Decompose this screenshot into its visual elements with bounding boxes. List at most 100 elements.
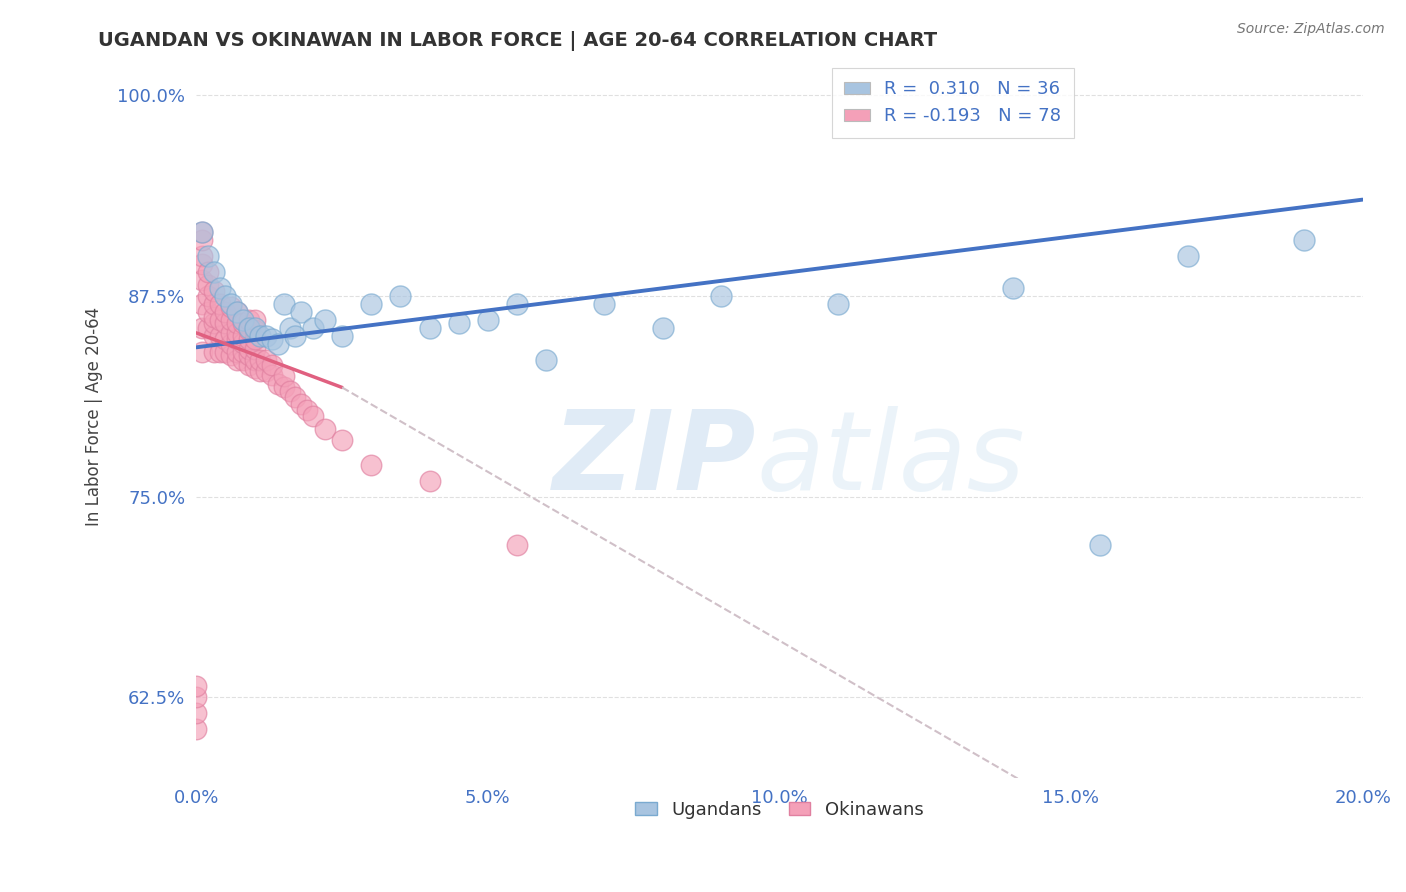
Point	[202, 310, 225, 324]
Point	[284, 329, 307, 343]
Point	[232, 335, 254, 350]
Point	[330, 434, 353, 448]
Text: UGANDAN VS OKINAWAN IN LABOR FORCE | AGE 20-64 CORRELATION CHART: UGANDAN VS OKINAWAN IN LABOR FORCE | AGE…	[98, 31, 938, 51]
Point	[226, 332, 249, 346]
Point	[278, 384, 301, 398]
Point	[243, 342, 266, 356]
Point	[214, 345, 236, 359]
Point	[1001, 281, 1024, 295]
Point	[197, 321, 219, 335]
Point	[226, 305, 249, 319]
Point	[710, 289, 733, 303]
Point	[1088, 538, 1111, 552]
Point	[273, 297, 295, 311]
Point	[208, 329, 231, 343]
Point	[273, 369, 295, 384]
Point	[191, 225, 214, 239]
Point	[330, 329, 353, 343]
Point	[214, 332, 236, 346]
Point	[238, 323, 260, 337]
Point	[267, 377, 290, 392]
Point	[243, 313, 266, 327]
Point	[232, 313, 254, 327]
Point	[827, 297, 849, 311]
Point	[226, 353, 249, 368]
Point	[314, 313, 336, 327]
Legend: Ugandans, Okinawans: Ugandans, Okinawans	[628, 794, 931, 826]
Point	[262, 368, 284, 382]
Point	[254, 329, 277, 343]
Point	[447, 316, 470, 330]
Point	[534, 353, 557, 368]
Point	[243, 353, 266, 368]
Point	[221, 337, 243, 351]
Point	[197, 265, 219, 279]
Point	[238, 348, 260, 362]
Point	[221, 326, 243, 340]
Point	[302, 409, 325, 424]
Point	[197, 289, 219, 303]
Point	[273, 380, 295, 394]
Point	[295, 403, 318, 417]
Point	[1177, 249, 1199, 263]
Point	[191, 233, 214, 247]
Point	[202, 329, 225, 343]
Point	[267, 337, 290, 351]
Point	[197, 249, 219, 263]
Point	[506, 538, 529, 552]
Point	[191, 297, 214, 311]
Point	[243, 321, 266, 335]
Point	[186, 690, 208, 705]
Point	[419, 474, 441, 488]
Point	[232, 353, 254, 368]
Text: atlas: atlas	[756, 406, 1025, 513]
Point	[202, 284, 225, 298]
Point	[186, 679, 208, 693]
Point	[208, 345, 231, 359]
Text: ZIP: ZIP	[553, 406, 756, 513]
Point	[202, 316, 225, 330]
Point	[191, 225, 214, 239]
Point	[214, 316, 236, 330]
Point	[389, 289, 412, 303]
Point	[506, 297, 529, 311]
Y-axis label: In Labor Force | Age 20-64: In Labor Force | Age 20-64	[86, 307, 103, 526]
Point	[232, 329, 254, 343]
Point	[238, 342, 260, 356]
Point	[191, 273, 214, 287]
Point	[238, 358, 260, 372]
Point	[1294, 233, 1316, 247]
Point	[191, 257, 214, 271]
Point	[314, 422, 336, 436]
Point	[254, 353, 277, 368]
Point	[197, 277, 219, 292]
Point	[290, 305, 312, 319]
Point	[284, 390, 307, 404]
Point	[208, 281, 231, 295]
Point	[249, 353, 271, 368]
Point	[208, 297, 231, 311]
Point	[226, 345, 249, 359]
Point	[238, 313, 260, 327]
Point	[254, 364, 277, 378]
Point	[186, 723, 208, 737]
Point	[243, 332, 266, 346]
Point	[651, 321, 673, 335]
Point	[249, 364, 271, 378]
Point	[202, 345, 225, 359]
Point	[226, 316, 249, 330]
Point	[278, 321, 301, 335]
Point	[360, 458, 382, 472]
Point	[302, 321, 325, 335]
Point	[221, 297, 243, 311]
Point	[191, 249, 214, 263]
Point	[232, 316, 254, 330]
Point	[186, 706, 208, 721]
Point	[262, 358, 284, 372]
Point	[262, 332, 284, 346]
Point	[226, 326, 249, 340]
Point	[202, 297, 225, 311]
Point	[191, 345, 214, 359]
Point	[197, 305, 219, 319]
Point	[243, 361, 266, 376]
